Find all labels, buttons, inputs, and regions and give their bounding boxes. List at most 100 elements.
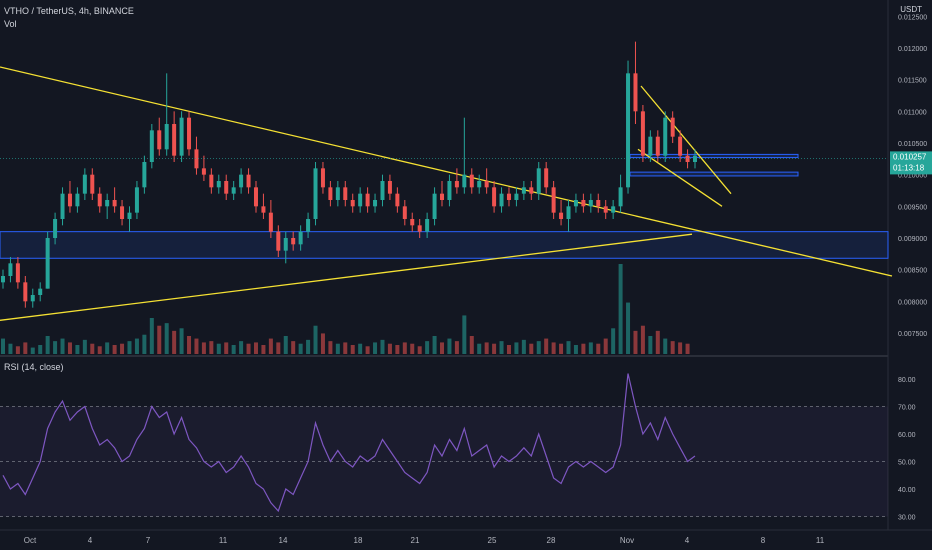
candle-body[interactable] bbox=[201, 168, 206, 175]
candle-body[interactable] bbox=[432, 193, 437, 219]
candle-body[interactable] bbox=[588, 200, 593, 207]
candle-body[interactable] bbox=[633, 73, 638, 112]
candle-body[interactable] bbox=[157, 130, 162, 150]
support-zone[interactable] bbox=[629, 153, 799, 159]
candle-body[interactable] bbox=[231, 187, 236, 194]
candle-body[interactable] bbox=[343, 187, 348, 200]
candle-body[interactable] bbox=[97, 193, 102, 207]
candle-body[interactable] bbox=[618, 187, 623, 207]
candle-body[interactable] bbox=[67, 193, 72, 207]
candle-body[interactable] bbox=[239, 174, 244, 188]
candle-body[interactable] bbox=[425, 219, 430, 232]
candle-body[interactable] bbox=[38, 288, 43, 295]
candle-body[interactable] bbox=[402, 206, 407, 219]
candle-body[interactable] bbox=[387, 181, 392, 194]
candle-body[interactable] bbox=[395, 193, 400, 207]
trendline[interactable] bbox=[637, 148, 723, 207]
candle-body[interactable] bbox=[142, 162, 147, 188]
candle-body[interactable] bbox=[678, 136, 683, 156]
candle-body[interactable] bbox=[380, 181, 385, 200]
candle-body[interactable] bbox=[60, 193, 65, 219]
candle-body[interactable] bbox=[1, 276, 5, 283]
candle-body[interactable] bbox=[313, 168, 318, 219]
candle-body[interactable] bbox=[261, 206, 266, 213]
candle-body[interactable] bbox=[626, 73, 631, 188]
candle-body[interactable] bbox=[335, 187, 340, 200]
candle-body[interactable] bbox=[187, 117, 192, 150]
candle-body[interactable] bbox=[454, 181, 459, 188]
candle-body[interactable] bbox=[291, 238, 296, 245]
candle-body[interactable] bbox=[53, 219, 58, 238]
candle-body[interactable] bbox=[514, 193, 519, 200]
candle-body[interactable] bbox=[194, 149, 199, 169]
candle-body[interactable] bbox=[23, 282, 28, 302]
candle-body[interactable] bbox=[164, 124, 169, 150]
candle-body[interactable] bbox=[8, 263, 13, 276]
trendline[interactable] bbox=[640, 85, 732, 195]
candle-body[interactable] bbox=[566, 206, 571, 219]
candle-body[interactable] bbox=[134, 187, 139, 213]
candle-body[interactable] bbox=[172, 124, 177, 156]
candle-body[interactable] bbox=[462, 174, 467, 188]
candle-body[interactable] bbox=[224, 181, 229, 194]
candle-body[interactable] bbox=[350, 200, 355, 207]
candle-body[interactable] bbox=[328, 187, 333, 200]
candle-body[interactable] bbox=[298, 231, 303, 245]
candle-body[interactable] bbox=[358, 193, 363, 207]
candle-body[interactable] bbox=[477, 181, 482, 188]
candle-body[interactable] bbox=[112, 200, 117, 207]
trendline[interactable] bbox=[0, 66, 893, 277]
candle-body[interactable] bbox=[551, 187, 556, 213]
candle-body[interactable] bbox=[499, 193, 504, 207]
candle-body[interactable] bbox=[484, 181, 489, 188]
candle-body[interactable] bbox=[536, 168, 541, 194]
candle-body[interactable] bbox=[544, 168, 549, 188]
candle-body[interactable] bbox=[559, 212, 564, 219]
candle-body[interactable] bbox=[179, 117, 184, 156]
candle-body[interactable] bbox=[573, 200, 578, 207]
candle-body[interactable] bbox=[603, 206, 608, 213]
candle-body[interactable] bbox=[283, 238, 288, 251]
candle-body[interactable] bbox=[611, 206, 616, 213]
candle-body[interactable] bbox=[655, 136, 660, 156]
candle-body[interactable] bbox=[596, 200, 601, 207]
candle-body[interactable] bbox=[45, 238, 50, 289]
candle-body[interactable] bbox=[581, 200, 586, 207]
candle-body[interactable] bbox=[268, 212, 273, 232]
candle-body[interactable] bbox=[447, 181, 452, 200]
candle-body[interactable] bbox=[469, 174, 474, 188]
candle-body[interactable] bbox=[306, 219, 311, 232]
candle-body[interactable] bbox=[276, 231, 281, 251]
candle-body[interactable] bbox=[253, 187, 258, 207]
candle-body[interactable] bbox=[640, 111, 645, 156]
candle-body[interactable] bbox=[216, 181, 221, 188]
candle-body[interactable] bbox=[693, 155, 697, 162]
candle-body[interactable] bbox=[492, 187, 497, 207]
candle-body[interactable] bbox=[365, 193, 370, 207]
candle-body[interactable] bbox=[90, 174, 95, 194]
candle-body[interactable] bbox=[105, 200, 110, 207]
candle-body[interactable] bbox=[529, 187, 534, 194]
candle-body[interactable] bbox=[648, 136, 653, 156]
candle-body[interactable] bbox=[127, 212, 132, 219]
candle-body[interactable] bbox=[440, 193, 445, 200]
candle-body[interactable] bbox=[120, 206, 125, 219]
candle-body[interactable] bbox=[75, 193, 80, 207]
candle-body[interactable] bbox=[246, 174, 251, 188]
candle-body[interactable] bbox=[82, 174, 87, 194]
candle-body[interactable] bbox=[417, 225, 422, 232]
candle-body[interactable] bbox=[670, 117, 675, 137]
candle-body[interactable] bbox=[521, 187, 526, 194]
trendline[interactable] bbox=[0, 233, 693, 321]
candle-body[interactable] bbox=[685, 155, 690, 162]
candle-body[interactable] bbox=[15, 263, 20, 283]
candle-body[interactable] bbox=[30, 295, 35, 302]
candle-body[interactable] bbox=[149, 130, 154, 162]
candle-body[interactable] bbox=[320, 168, 325, 188]
candle-body[interactable] bbox=[506, 193, 511, 200]
candle-body[interactable] bbox=[663, 117, 668, 156]
candle-body[interactable] bbox=[209, 174, 214, 188]
candle-body[interactable] bbox=[373, 200, 378, 207]
support-zone[interactable] bbox=[0, 231, 889, 259]
